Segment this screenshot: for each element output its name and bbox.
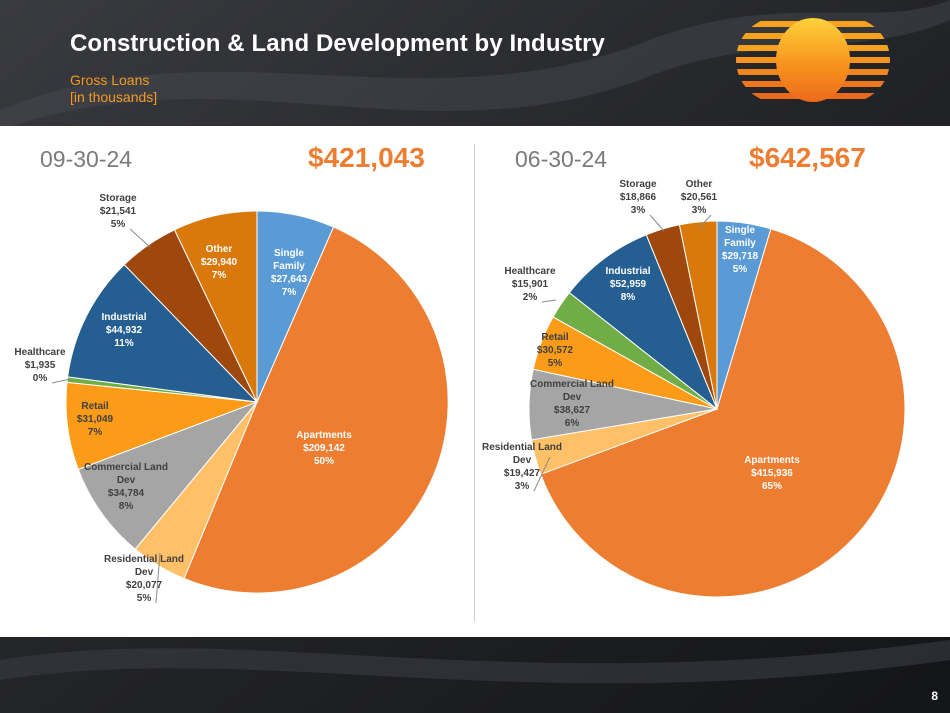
data-label-residential-land-dev: Residential Land Dev $19,427 3% bbox=[482, 442, 562, 492]
period-label-left: 09-30-24 bbox=[40, 146, 133, 172]
pie-slice-apartments bbox=[183, 226, 449, 594]
data-label-storage: Storage $18,866 3% bbox=[619, 179, 657, 216]
data-label-industrial: Industrial $52,959 8% bbox=[605, 266, 650, 303]
pie-slice-industrial bbox=[67, 263, 259, 403]
page-title: Construction & Land Development by Indus… bbox=[70, 30, 606, 57]
pie-slice-apartments bbox=[540, 228, 906, 598]
leader-line-residential-land-dev bbox=[533, 456, 551, 492]
data-label-single-family: Single Family $27,643 7% bbox=[271, 248, 308, 298]
total-label-right: $642,567 bbox=[749, 142, 866, 173]
leader-line-healthcare bbox=[51, 378, 71, 384]
total-label-left: $421,043 bbox=[308, 142, 425, 173]
data-label-healthcare: Healthcare $15,901 2% bbox=[504, 266, 556, 303]
data-label-other: Other $20,561 3% bbox=[681, 179, 718, 216]
data-label-storage: Storage $21,541 5% bbox=[99, 193, 137, 230]
data-label-retail: Retail $31,049 7% bbox=[77, 401, 114, 438]
pie-slice-other bbox=[173, 210, 258, 403]
subtitle-line-2: [in thousands] bbox=[70, 89, 158, 105]
pie-chart-right: Single Family $29,718 5% Apartments $415,936 6… bbox=[482, 179, 906, 598]
leader-line-other bbox=[698, 214, 712, 229]
data-label-retail: Retail $30,572 5% bbox=[537, 332, 574, 369]
pie-chart-left: Single Family $27,643 7% Apartments $209,142 5… bbox=[14, 193, 449, 604]
pie-slice-other bbox=[678, 220, 718, 410]
subtitle: Gross Loans [in thousands] bbox=[70, 72, 157, 106]
chart-divider bbox=[474, 144, 475, 622]
data-label-apartments: Apartments $415,936 65% bbox=[744, 455, 800, 492]
data-label-commercial-land-dev: Commercial Land Dev $38,627 6% bbox=[530, 379, 614, 429]
leader-line-storage bbox=[649, 214, 665, 232]
company-logo bbox=[736, 18, 890, 102]
leader-line-healthcare bbox=[541, 299, 557, 303]
leader-line-residential-land-dev bbox=[155, 552, 161, 604]
data-label-single-family: Single Family $29,718 5% bbox=[722, 225, 759, 275]
page-number: 8 bbox=[931, 689, 938, 703]
data-label-apartments: Apartments $209,142 50% bbox=[296, 430, 352, 467]
pie-slice-industrial bbox=[568, 234, 719, 411]
data-label-residential-land-dev: Residential Land Dev $20,077 5% bbox=[104, 554, 184, 604]
data-label-other: Other $29,940 7% bbox=[201, 244, 238, 281]
data-label-commercial-land-dev: Commercial Land Dev $34,784 8% bbox=[84, 462, 168, 512]
leader-line-storage bbox=[129, 228, 151, 248]
data-label-industrial: Industrial $44,932 11% bbox=[101, 312, 146, 349]
subtitle-line-1: Gross Loans bbox=[70, 72, 150, 88]
period-label-right: 06-30-24 bbox=[515, 146, 608, 172]
pie-slice-commercial-land-dev bbox=[77, 400, 259, 550]
data-label-healthcare: Healthcare $1,935 0% bbox=[14, 347, 66, 384]
